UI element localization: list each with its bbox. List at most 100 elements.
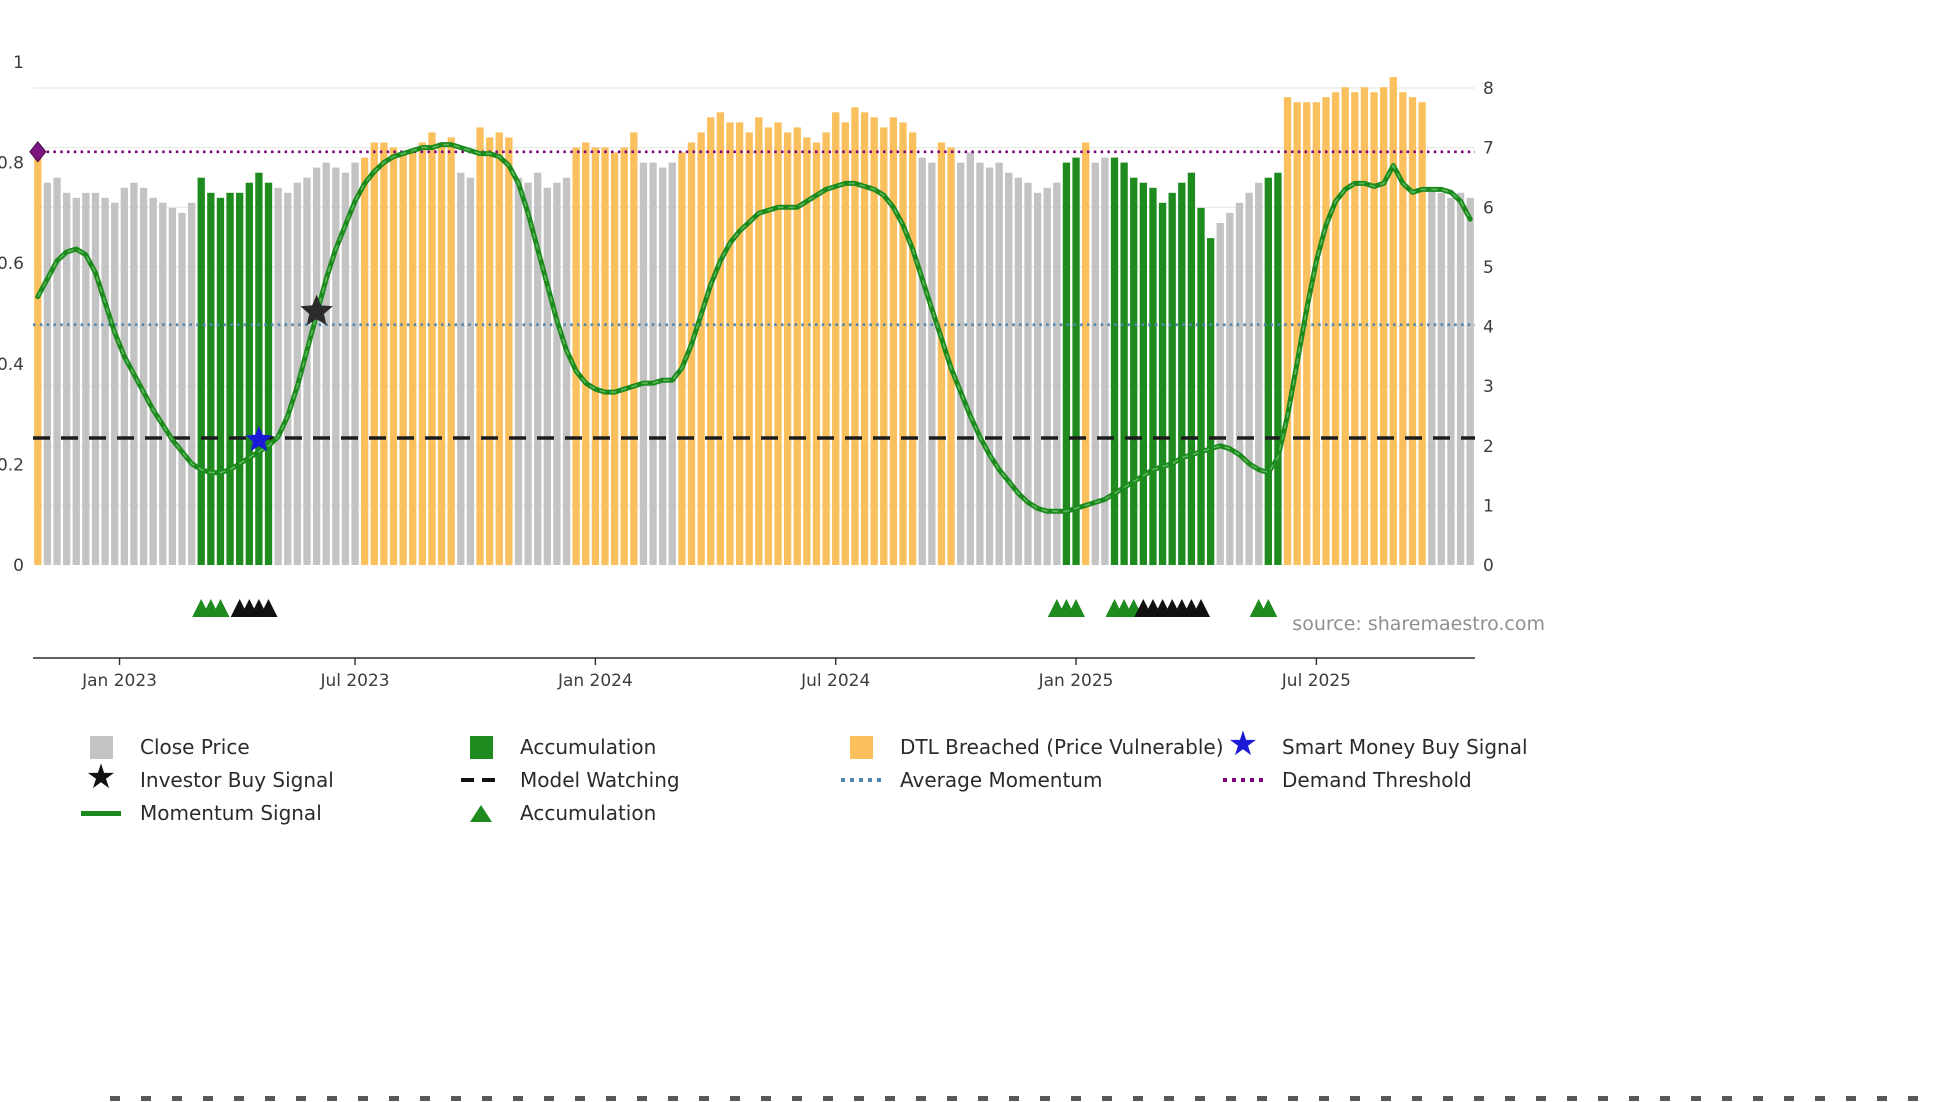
price-bar xyxy=(409,152,417,565)
price-bar xyxy=(630,132,638,565)
price-bar xyxy=(361,157,369,565)
price-bar xyxy=(1033,192,1042,566)
price-bar xyxy=(1101,157,1109,565)
price-bar xyxy=(389,147,398,565)
price-bar xyxy=(707,117,715,566)
triangle-icon xyxy=(458,804,504,822)
price-bar xyxy=(1005,172,1013,565)
price-bar xyxy=(716,112,725,566)
color-swatch xyxy=(78,735,124,759)
price-bar xyxy=(947,147,955,565)
price-bar xyxy=(832,112,840,566)
price-bar xyxy=(1024,182,1032,565)
legend-label: Model Watching xyxy=(520,768,680,792)
price-bar xyxy=(466,177,475,565)
x-tick-label: Jul 2024 xyxy=(800,671,870,691)
price-bar xyxy=(1428,187,1436,566)
accumulation-triangle xyxy=(1067,599,1085,617)
price-bar xyxy=(543,187,551,566)
left-axis-tick-label: 1 xyxy=(13,53,24,73)
price-bar xyxy=(793,127,801,566)
price-bar xyxy=(1466,197,1474,566)
price-bar xyxy=(851,107,859,566)
legend-label: Accumulation xyxy=(520,801,657,825)
price-bar xyxy=(534,172,542,565)
price-bar xyxy=(822,132,830,565)
dotted-line-swatch xyxy=(1220,778,1266,782)
price-bar xyxy=(332,167,340,565)
price-bar xyxy=(457,172,465,565)
price-bar xyxy=(447,137,455,565)
legend-label: DTL Breached (Price Vulnerable) xyxy=(900,735,1224,759)
price-bar xyxy=(918,157,926,565)
x-tick-label: Jan 2023 xyxy=(81,671,157,691)
price-bar xyxy=(1216,223,1224,565)
legend-item-dtl-breached-price-vulnerable: DTL Breached (Price Vulnerable) xyxy=(838,734,1224,760)
price-bar xyxy=(1206,238,1215,565)
price-bar xyxy=(591,147,600,565)
right-axis-tick-label: 6 xyxy=(1483,198,1494,218)
price-bar xyxy=(226,192,234,566)
price-bar xyxy=(697,132,705,565)
price-bar xyxy=(168,207,177,565)
legend-item-smart-money-buy-signal: ★ Smart Money Buy Signal xyxy=(1220,724,1528,764)
legend-item-momentum-signal: Momentum Signal xyxy=(78,800,458,826)
dotted-line-swatch xyxy=(838,778,884,782)
price-bar xyxy=(1331,92,1340,565)
dotted-line-swatch xyxy=(1223,778,1263,782)
gridlines xyxy=(33,87,1475,506)
price-bar xyxy=(908,132,917,565)
price-bar xyxy=(639,162,648,565)
price-bar xyxy=(755,117,763,566)
price-bar xyxy=(1014,177,1023,565)
price-bar xyxy=(1399,92,1407,565)
legend-item-accumulation: Accumulation xyxy=(458,800,838,826)
price-bar xyxy=(216,197,225,566)
price-bar xyxy=(524,182,532,565)
price-bar xyxy=(293,182,302,565)
smart-money-buy-star xyxy=(245,425,273,452)
price-bar xyxy=(82,192,90,566)
price-bar xyxy=(303,177,311,565)
price-bar xyxy=(841,122,849,566)
price-bar xyxy=(937,142,946,565)
price-bar xyxy=(245,182,253,565)
price-bar xyxy=(1380,87,1388,565)
price-bar xyxy=(928,162,936,565)
demand-threshold-marker xyxy=(29,140,47,163)
legend-column: Accumulation Model Watching Accumulation xyxy=(458,734,838,826)
price-bar xyxy=(572,147,580,565)
price-bar xyxy=(783,132,792,565)
right-axis-tick-label: 4 xyxy=(1483,318,1494,338)
price-bar xyxy=(687,142,696,565)
accumulation-triangle xyxy=(211,599,230,617)
price-bar xyxy=(668,162,676,565)
axes: Jan 2023 Jul 2023 Jan 2024 Jul 2024 Jan 2025… xyxy=(0,53,1494,691)
legend-item-close-price: Close Price xyxy=(78,734,458,760)
accumulation-triangle xyxy=(1259,599,1278,617)
momentum-signal xyxy=(35,142,1473,514)
price-bar xyxy=(880,127,888,566)
x-tick-label: Jan 2024 xyxy=(557,671,633,691)
price-bar xyxy=(351,162,359,565)
legend-column: Close Price ★ Investor Buy Signal Momentum … xyxy=(78,734,458,826)
source-credit: source: sharemaestro.com xyxy=(1292,613,1545,635)
legend-item-demand-threshold: Demand Threshold xyxy=(1220,767,1528,793)
price-bar xyxy=(139,187,148,566)
price-bar xyxy=(1197,207,1205,565)
star-icon: ★ xyxy=(1227,724,1259,764)
close-price-bars xyxy=(34,77,1474,566)
price-bar xyxy=(582,142,590,565)
price-bar xyxy=(187,202,196,566)
left-axis-tick-label: 0 xyxy=(13,556,24,576)
left-axis-tick-label: 0.8 xyxy=(0,154,24,174)
accumulation-triangle xyxy=(1192,599,1210,617)
cropped-bottom-dashes xyxy=(110,1096,1926,1101)
legend-label: Smart Money Buy Signal xyxy=(1282,735,1528,759)
price-bar xyxy=(1245,192,1253,566)
price-bar xyxy=(341,172,350,565)
price-bar xyxy=(995,162,1003,565)
price-bar xyxy=(860,112,869,566)
left-axis-tick-label: 0.2 xyxy=(0,455,24,475)
legend-item-accumulation: Accumulation xyxy=(458,734,838,760)
